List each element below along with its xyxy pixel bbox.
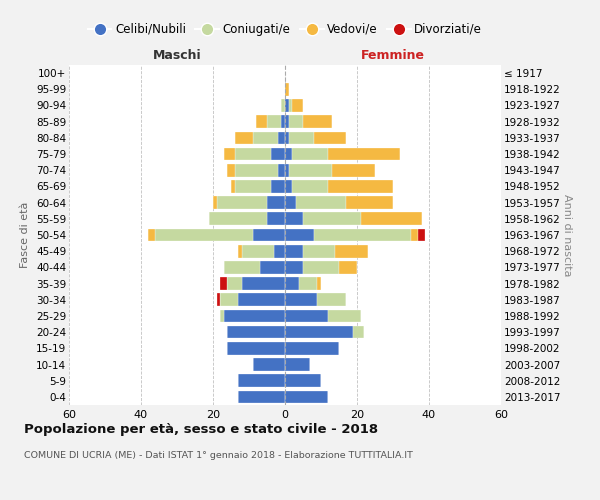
Bar	[285, 342, 339, 354]
Bar	[314, 228, 411, 241]
Bar	[217, 294, 220, 306]
Bar	[285, 374, 321, 387]
Bar	[271, 180, 285, 192]
Bar	[217, 196, 267, 209]
Legend: Celibi/Nubili, Coniugati/e, Vedovi/e, Divorziati/e: Celibi/Nubili, Coniugati/e, Vedovi/e, Di…	[83, 18, 487, 40]
Bar	[285, 132, 289, 144]
Bar	[411, 228, 418, 241]
Bar	[220, 310, 224, 322]
Bar	[289, 116, 303, 128]
Bar	[278, 164, 285, 176]
Bar	[285, 148, 292, 160]
Bar	[224, 148, 235, 160]
Bar	[238, 390, 285, 403]
Bar	[238, 374, 285, 387]
Bar	[235, 164, 278, 176]
Bar	[235, 180, 271, 192]
Bar	[238, 294, 285, 306]
Bar	[242, 245, 274, 258]
Text: Maschi: Maschi	[152, 49, 202, 62]
Bar	[285, 358, 310, 371]
Bar	[285, 390, 328, 403]
Bar	[235, 132, 253, 144]
Bar	[271, 148, 285, 160]
Bar	[220, 294, 238, 306]
Text: Popolazione per età, sesso e stato civile - 2018: Popolazione per età, sesso e stato civil…	[24, 422, 378, 436]
Bar	[285, 310, 328, 322]
Bar	[332, 164, 375, 176]
Bar	[278, 132, 285, 144]
Y-axis label: Fasce di età: Fasce di età	[20, 202, 31, 268]
Bar	[317, 294, 346, 306]
Bar	[253, 228, 285, 241]
Bar	[339, 261, 357, 274]
Bar	[231, 180, 235, 192]
Bar	[267, 116, 281, 128]
Bar	[224, 261, 260, 274]
Bar	[418, 228, 425, 241]
Bar	[213, 196, 217, 209]
Bar	[285, 278, 299, 290]
Bar	[148, 228, 155, 241]
Bar	[289, 132, 314, 144]
Bar	[256, 116, 267, 128]
Bar	[155, 228, 253, 241]
Bar	[353, 326, 364, 338]
Bar	[267, 212, 285, 225]
Bar	[289, 164, 332, 176]
Bar	[281, 116, 285, 128]
Bar	[285, 245, 303, 258]
Bar	[346, 196, 393, 209]
Bar	[224, 310, 285, 322]
Bar	[235, 148, 271, 160]
Bar	[335, 245, 368, 258]
Bar	[296, 196, 346, 209]
Bar	[328, 310, 361, 322]
Text: Femmine: Femmine	[361, 49, 425, 62]
Bar	[238, 245, 242, 258]
Bar	[303, 261, 339, 274]
Bar	[285, 294, 317, 306]
Bar	[227, 326, 285, 338]
Bar	[285, 180, 292, 192]
Bar	[274, 245, 285, 258]
Bar	[267, 196, 285, 209]
Bar	[227, 164, 235, 176]
Bar	[285, 212, 303, 225]
Bar	[220, 278, 227, 290]
Bar	[253, 358, 285, 371]
Bar	[314, 132, 346, 144]
Bar	[285, 228, 314, 241]
Bar	[328, 148, 400, 160]
Bar	[303, 116, 332, 128]
Bar	[285, 196, 296, 209]
Bar	[361, 212, 422, 225]
Bar	[285, 83, 289, 96]
Bar	[209, 212, 267, 225]
Bar	[285, 326, 353, 338]
Text: COMUNE DI UCRIA (ME) - Dati ISTAT 1° gennaio 2018 - Elaborazione TUTTITALIA.IT: COMUNE DI UCRIA (ME) - Dati ISTAT 1° gen…	[24, 451, 413, 460]
Bar	[328, 180, 393, 192]
Y-axis label: Anni di nascita: Anni di nascita	[562, 194, 572, 276]
Bar	[285, 164, 289, 176]
Bar	[303, 245, 335, 258]
Bar	[292, 148, 328, 160]
Bar	[227, 278, 242, 290]
Bar	[285, 99, 289, 112]
Bar	[285, 261, 303, 274]
Bar	[253, 132, 278, 144]
Bar	[260, 261, 285, 274]
Bar	[292, 180, 328, 192]
Bar	[292, 99, 303, 112]
Bar	[289, 99, 292, 112]
Bar	[227, 342, 285, 354]
Bar	[317, 278, 321, 290]
Bar	[285, 116, 289, 128]
Bar	[303, 212, 361, 225]
Bar	[242, 278, 285, 290]
Bar	[281, 99, 285, 112]
Bar	[299, 278, 317, 290]
